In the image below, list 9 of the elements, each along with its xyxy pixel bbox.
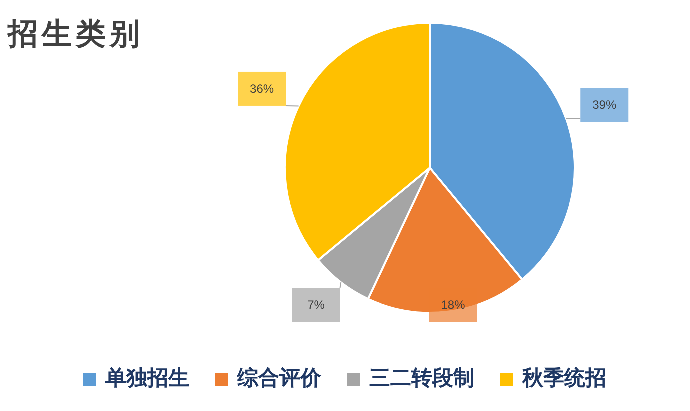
data-label: 39% xyxy=(592,98,617,112)
data-label: 36% xyxy=(250,82,274,96)
legend-label: 三二转段制 xyxy=(370,365,474,390)
chart-title: 招生类别 xyxy=(7,17,144,52)
legend-label: 综合评价 xyxy=(236,365,322,390)
data-label: 18% xyxy=(441,298,466,312)
data-label: 7% xyxy=(308,298,326,312)
legend-label: 单独招生 xyxy=(104,365,190,390)
legend-label: 秋季统招 xyxy=(522,365,606,390)
